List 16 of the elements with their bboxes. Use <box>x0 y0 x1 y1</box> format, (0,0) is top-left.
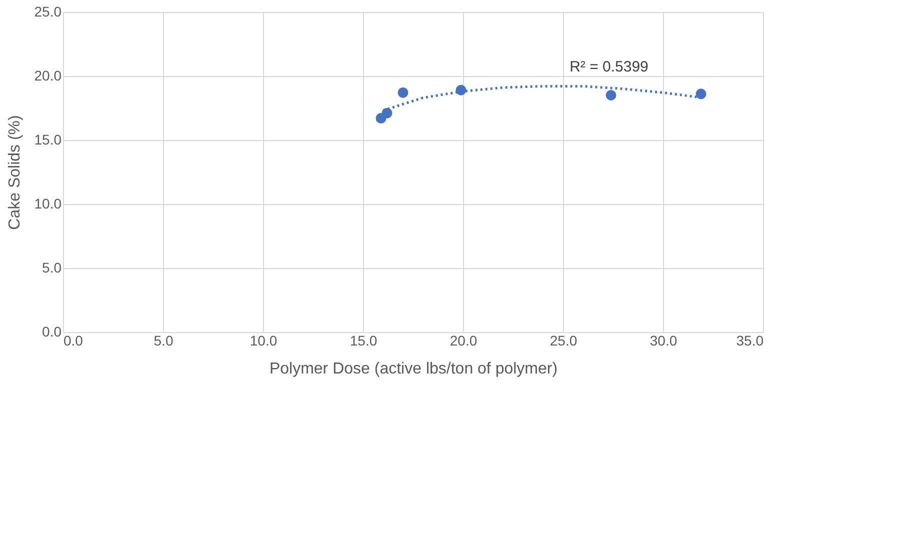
x-tick-label: 25.0 <box>550 332 578 348</box>
y-tick-label: 5.0 <box>42 260 62 276</box>
x-axis-title: Polymer Dose (active lbs/ton of polymer) <box>269 360 558 378</box>
x-tick-label: 15.0 <box>350 332 378 348</box>
x-tick-label: 10.0 <box>250 332 278 348</box>
y-tick-label: 25.0 <box>34 4 62 20</box>
x-tick-label: 0.0 <box>64 332 84 348</box>
y-tick-label: 20.0 <box>34 68 62 84</box>
y-tick-label: 10.0 <box>34 196 62 212</box>
y-axis-title: Cake Solids (%) <box>6 115 24 230</box>
x-tick-label: 30.0 <box>650 332 678 348</box>
x-tick-label: 5.0 <box>154 332 174 348</box>
annotation: R² = 0.5399 <box>570 58 648 76</box>
x-tick-label: 35.0 <box>736 332 764 348</box>
x-tick-label: 20.0 <box>450 332 478 348</box>
y-tick-label: 15.0 <box>34 132 62 148</box>
